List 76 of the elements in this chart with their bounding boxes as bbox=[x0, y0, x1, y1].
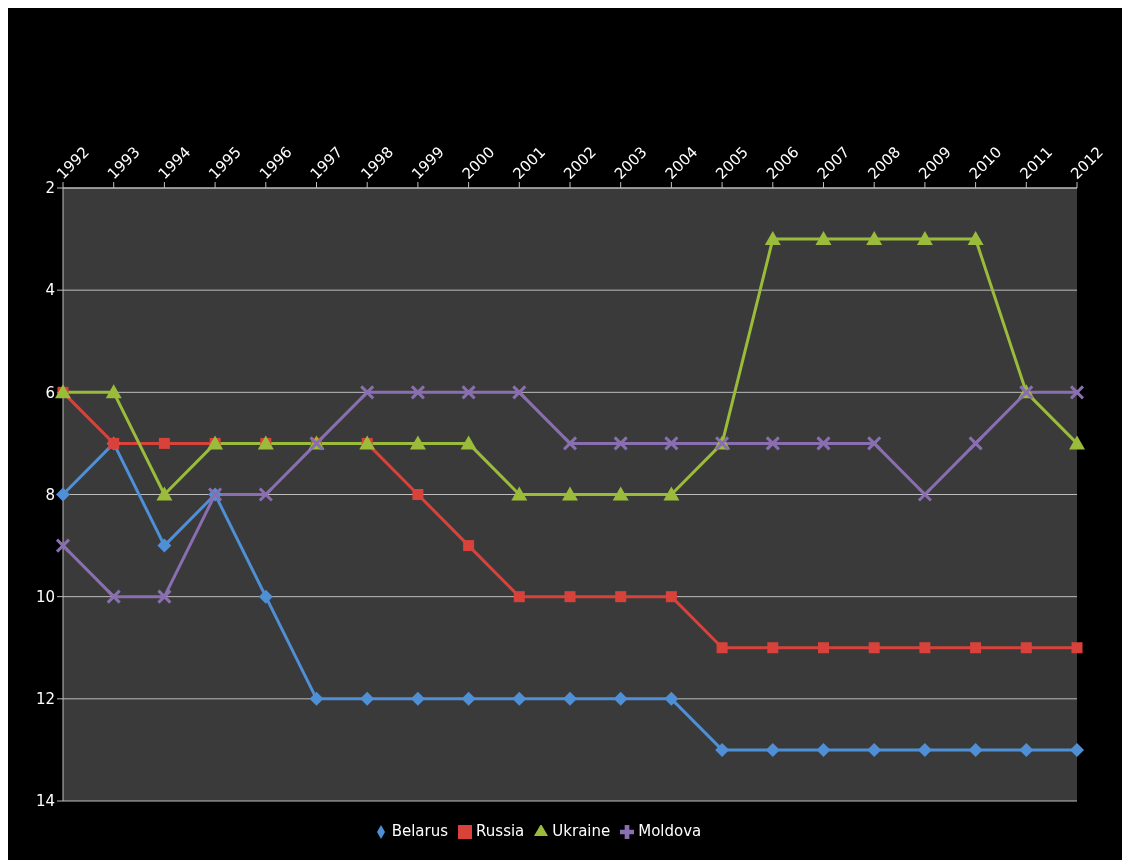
point bbox=[818, 642, 829, 654]
y-tick-label: 10 bbox=[35, 587, 55, 606]
point bbox=[410, 384, 426, 400]
point bbox=[916, 231, 933, 246]
y-tick-label: 8 bbox=[45, 485, 55, 504]
legend-label: Belarus bbox=[391, 822, 449, 840]
legend-label: Moldova bbox=[638, 822, 702, 840]
point bbox=[359, 384, 375, 400]
point bbox=[461, 691, 476, 706]
point bbox=[919, 642, 931, 654]
y-tick-label: 2 bbox=[45, 179, 55, 198]
point bbox=[512, 691, 527, 706]
point bbox=[866, 435, 882, 451]
point bbox=[511, 384, 527, 400]
legend-label: Russia bbox=[476, 822, 525, 840]
point bbox=[968, 435, 984, 451]
point bbox=[663, 486, 680, 501]
y-tick-label: 12 bbox=[35, 690, 55, 709]
legend-label: Ukraine bbox=[552, 822, 611, 840]
point bbox=[665, 591, 677, 603]
y-tick-label: 4 bbox=[45, 281, 55, 300]
point bbox=[463, 540, 475, 552]
point bbox=[360, 691, 375, 706]
point bbox=[513, 591, 525, 603]
point bbox=[968, 742, 983, 757]
point bbox=[664, 691, 679, 706]
point bbox=[461, 384, 477, 400]
point bbox=[612, 486, 629, 501]
point bbox=[1020, 642, 1032, 654]
point bbox=[258, 589, 273, 604]
point bbox=[663, 435, 679, 451]
point bbox=[764, 231, 781, 246]
point bbox=[157, 538, 172, 553]
point bbox=[1069, 435, 1085, 450]
point bbox=[1070, 742, 1084, 757]
y-tick-label: 14 bbox=[35, 792, 55, 811]
point bbox=[613, 435, 629, 451]
point bbox=[105, 384, 122, 399]
point bbox=[816, 742, 831, 757]
point bbox=[156, 486, 173, 501]
point bbox=[1019, 742, 1034, 757]
point bbox=[460, 435, 477, 450]
point bbox=[1069, 384, 1085, 400]
point bbox=[106, 589, 122, 605]
point bbox=[967, 231, 984, 246]
point bbox=[156, 589, 172, 605]
point bbox=[816, 435, 831, 451]
point bbox=[412, 489, 424, 500]
point bbox=[562, 435, 578, 451]
point bbox=[867, 742, 882, 757]
point bbox=[410, 691, 425, 706]
point bbox=[613, 691, 628, 706]
point bbox=[409, 435, 426, 450]
point bbox=[564, 591, 576, 603]
point bbox=[815, 231, 832, 246]
point bbox=[563, 691, 577, 706]
point bbox=[1071, 642, 1083, 654]
point bbox=[258, 487, 274, 502]
point bbox=[56, 487, 70, 502]
point bbox=[615, 591, 627, 603]
point bbox=[716, 642, 728, 654]
point bbox=[55, 538, 71, 554]
point bbox=[868, 642, 880, 654]
point bbox=[765, 435, 781, 451]
point bbox=[917, 742, 932, 757]
point bbox=[917, 487, 933, 502]
point bbox=[866, 231, 883, 246]
point bbox=[765, 742, 780, 757]
point bbox=[767, 642, 779, 654]
point bbox=[158, 437, 170, 449]
point bbox=[309, 691, 324, 706]
point bbox=[715, 742, 730, 757]
point bbox=[562, 486, 578, 501]
y-tick-label: 6 bbox=[45, 383, 55, 402]
point bbox=[970, 642, 982, 654]
point bbox=[511, 486, 528, 501]
